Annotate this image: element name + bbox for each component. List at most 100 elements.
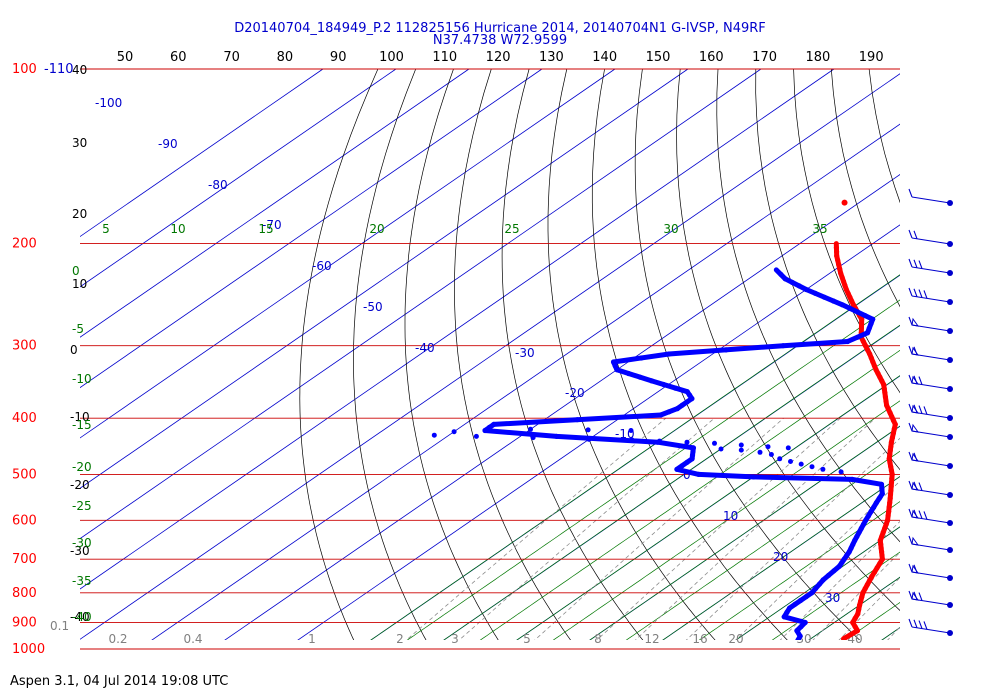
temperature-point xyxy=(888,487,894,493)
temperature-point xyxy=(864,347,871,353)
temperature-point xyxy=(852,624,858,630)
wind-barb-feather xyxy=(918,510,923,519)
isotherm-label: 20 xyxy=(773,550,788,564)
pressure-label: 1000 xyxy=(12,642,45,657)
dewpoint-point xyxy=(684,389,690,395)
dewpoint-point xyxy=(658,412,664,418)
temperature-point xyxy=(834,253,840,259)
moist-adiabat-label: -35 xyxy=(72,574,92,588)
temperature-point xyxy=(887,491,894,497)
temperature-point xyxy=(889,435,896,441)
dewpoint-point xyxy=(612,363,618,369)
wind-barb-feather xyxy=(908,618,913,628)
dewpoint-point xyxy=(879,491,885,497)
height-label: -20 xyxy=(70,478,90,492)
moist-adiabat-label: -10 xyxy=(72,372,92,386)
dewpoint-point xyxy=(878,481,885,487)
mixing-ratio-line xyxy=(779,520,900,640)
wind-barb xyxy=(908,229,953,247)
top-axis-label: 190 xyxy=(859,50,884,65)
isotherm-label: -50 xyxy=(363,300,383,314)
mixing-ratio-label: 12 xyxy=(644,632,659,646)
wind-barb-point xyxy=(947,434,953,440)
isotherm-line xyxy=(80,68,616,439)
wind-barb-feather xyxy=(918,405,923,414)
wind-barb-point xyxy=(947,328,953,334)
mixing-ratio-label: 0.1 xyxy=(50,619,69,633)
moist-adiabat-label: 30 xyxy=(663,222,678,236)
dewpoint-point xyxy=(864,330,871,336)
temperature-point xyxy=(871,569,878,575)
temperature-point xyxy=(887,447,893,454)
temperature-point xyxy=(878,545,884,551)
wind-barb xyxy=(908,563,953,581)
temperature-point xyxy=(881,386,887,392)
dry-adiabat-line xyxy=(299,68,379,640)
top-axis-label: 50 xyxy=(117,50,134,65)
dewpoint-point xyxy=(638,355,644,361)
temperature-point xyxy=(879,533,885,540)
dewpoint-point xyxy=(657,438,662,444)
temperature-point xyxy=(887,495,893,501)
dry-adiabat-line xyxy=(868,68,900,204)
dewpoint-point xyxy=(528,426,533,432)
temperature-point xyxy=(858,598,864,604)
pressure-label: 200 xyxy=(12,237,37,252)
wind-barb-point xyxy=(947,386,953,392)
temperature-point xyxy=(855,611,861,617)
moist-adiabat-label: 5 xyxy=(102,222,110,236)
top-axis-label: 140 xyxy=(592,50,617,65)
top-axis-label: 160 xyxy=(699,50,724,65)
wind-barb-pennant xyxy=(911,423,920,433)
moist-adiabat-line xyxy=(370,274,900,640)
temperature-point xyxy=(859,594,865,600)
dewpoint-point xyxy=(765,444,771,450)
isotherm-label: -110 xyxy=(44,62,74,77)
isotherm-line xyxy=(80,73,900,640)
temperature-point xyxy=(891,426,897,432)
mixing-ratio-line xyxy=(634,417,876,640)
dewpoint-point xyxy=(778,271,784,277)
wind-barb-point xyxy=(947,492,953,498)
wind-barb xyxy=(908,618,953,636)
dewpoint-point xyxy=(870,316,876,322)
dewpoint-point xyxy=(855,309,861,315)
wind-barb-feather xyxy=(918,376,923,385)
dry-adiabat-line xyxy=(634,68,861,640)
moist-adiabat-line xyxy=(808,576,900,640)
wind-barb-feather xyxy=(908,480,913,490)
pressure-label: 300 xyxy=(12,339,37,354)
temperature-point xyxy=(874,565,880,571)
wind-barb-feather xyxy=(908,508,913,518)
dewpoint-point xyxy=(674,466,680,472)
dewpoint-point xyxy=(672,385,679,391)
temperature-point xyxy=(882,390,888,396)
thermo-grid xyxy=(80,68,1000,661)
wind-barb-feather xyxy=(913,288,918,297)
isotherm-label: 30 xyxy=(825,591,840,605)
temperature-point xyxy=(884,402,890,408)
moist-adiabat-line xyxy=(844,602,900,640)
wind-barb-point xyxy=(947,547,953,553)
isotherm-line xyxy=(80,68,835,590)
dewpoint-point xyxy=(784,609,790,616)
dewpoint-point xyxy=(574,417,580,423)
top-axis-label: 120 xyxy=(486,50,511,65)
isobar-lines xyxy=(80,68,900,650)
temperature-point xyxy=(887,452,893,458)
wind-barb xyxy=(908,287,953,305)
mixing-ratio-line xyxy=(405,417,667,640)
wind-barb-feather xyxy=(918,260,923,269)
dewpoint-point xyxy=(780,343,786,349)
dry-adiabat-line xyxy=(716,68,900,543)
wind-barb-point xyxy=(947,241,953,247)
dry-adiabat-line xyxy=(454,68,571,640)
temperature-point xyxy=(860,338,866,344)
temperature-point xyxy=(869,573,875,580)
temperature-point xyxy=(841,641,846,646)
mixing-ratio-line xyxy=(903,418,1000,661)
isotherm-line xyxy=(80,68,689,489)
wind-barb-pennant xyxy=(911,536,920,546)
wind-barb xyxy=(908,403,953,421)
height-label: -40 xyxy=(70,610,90,624)
